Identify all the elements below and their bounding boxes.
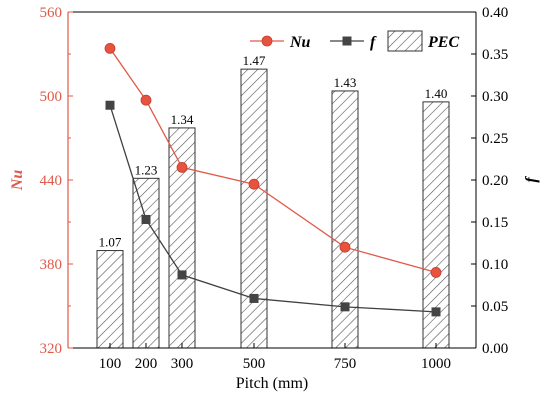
- x-tick-label: 300: [171, 356, 194, 372]
- nu-point: [176, 161, 188, 173]
- x-tick-label: 750: [334, 356, 357, 372]
- legend-nu-marker: [261, 35, 273, 47]
- f-point: [431, 307, 441, 317]
- right-tick-label: 0.20: [482, 173, 508, 189]
- left-tick-label: 320: [40, 341, 63, 357]
- nu-line: [109, 48, 437, 274]
- nu-point: [248, 178, 260, 190]
- legend-f-marker: [342, 36, 352, 46]
- pec-bar-label: 1.47: [243, 53, 266, 68]
- legend-nu-label: Nu: [289, 34, 311, 51]
- x-tick-label: 1000: [421, 356, 451, 372]
- pec-bar: [168, 127, 196, 349]
- right-tick-label: 0.00: [482, 341, 508, 357]
- pec-bar: [96, 250, 124, 349]
- right-tick-label: 0.35: [482, 47, 508, 63]
- pec-bar-label: 1.40: [425, 86, 448, 101]
- y-left-axis-title: Nu: [9, 170, 26, 192]
- legend-pec-marker: [387, 30, 423, 52]
- y-right-axis-title: f: [523, 176, 540, 183]
- legend-f-label: f: [370, 34, 377, 51]
- left-tick-label: 440: [40, 173, 63, 189]
- pec-bar-label: 1.07: [99, 235, 122, 250]
- right-tick-label: 0.25: [482, 131, 508, 147]
- left-tick-label: 560: [40, 5, 63, 21]
- f-line: [109, 105, 437, 313]
- pec-bar-label: 1.43: [334, 75, 357, 90]
- x-tick-label: 100: [99, 356, 122, 372]
- pec-bar: [422, 101, 450, 349]
- legend-pec-label: PEC: [427, 34, 459, 51]
- right-tick-label: 0.05: [482, 299, 508, 315]
- pec-bar-label: 1.23: [135, 162, 158, 177]
- f-point: [105, 100, 115, 110]
- right-tick-label: 0.30: [482, 89, 508, 105]
- pec-bar: [132, 177, 160, 349]
- x-tick-label: 200: [135, 356, 158, 372]
- left-tick-label: 380: [40, 257, 63, 273]
- x-tick-label: 500: [243, 356, 266, 372]
- right-tick-label: 0.10: [482, 257, 508, 273]
- x-axis-title: Pitch (mm): [236, 375, 308, 392]
- nu-point: [430, 266, 442, 278]
- f-point: [141, 214, 151, 224]
- pec-bar-label: 1.34: [171, 112, 194, 127]
- nu-point: [104, 43, 116, 54]
- right-tick-label: 0.40: [482, 5, 508, 21]
- nu-point: [140, 94, 152, 106]
- f-point: [340, 302, 350, 312]
- left-tick-label: 500: [40, 89, 63, 105]
- nu-point: [339, 241, 351, 253]
- right-tick-label: 0.15: [482, 215, 508, 231]
- f-point: [177, 270, 187, 280]
- pec-bar: [240, 68, 268, 349]
- f-point: [249, 293, 259, 303]
